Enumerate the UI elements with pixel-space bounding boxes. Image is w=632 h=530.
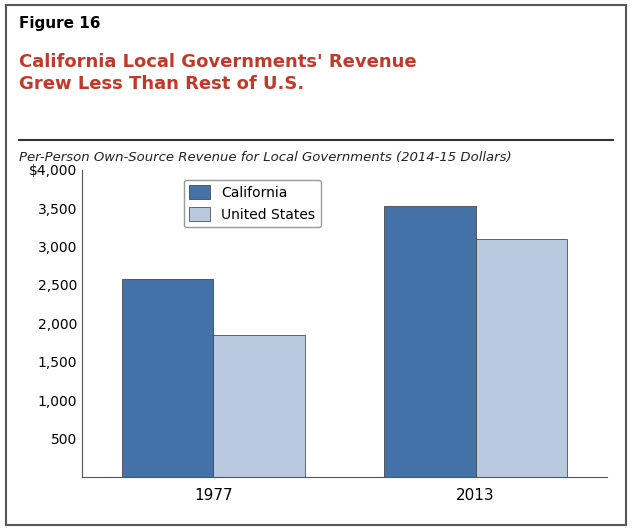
Text: California Local Governments' Revenue
Grew Less Than Rest of U.S.: California Local Governments' Revenue Gr…	[19, 53, 416, 93]
Legend: California, United States: California, United States	[183, 180, 320, 227]
Bar	[121, 279, 214, 477]
Text: Figure 16: Figure 16	[19, 16, 100, 31]
Bar	[384, 206, 476, 477]
Bar	[214, 335, 305, 477]
Text: Per-Person Own-Source Revenue for Local Governments (2014-15 Dollars): Per-Person Own-Source Revenue for Local …	[19, 151, 511, 164]
Bar	[476, 238, 568, 477]
